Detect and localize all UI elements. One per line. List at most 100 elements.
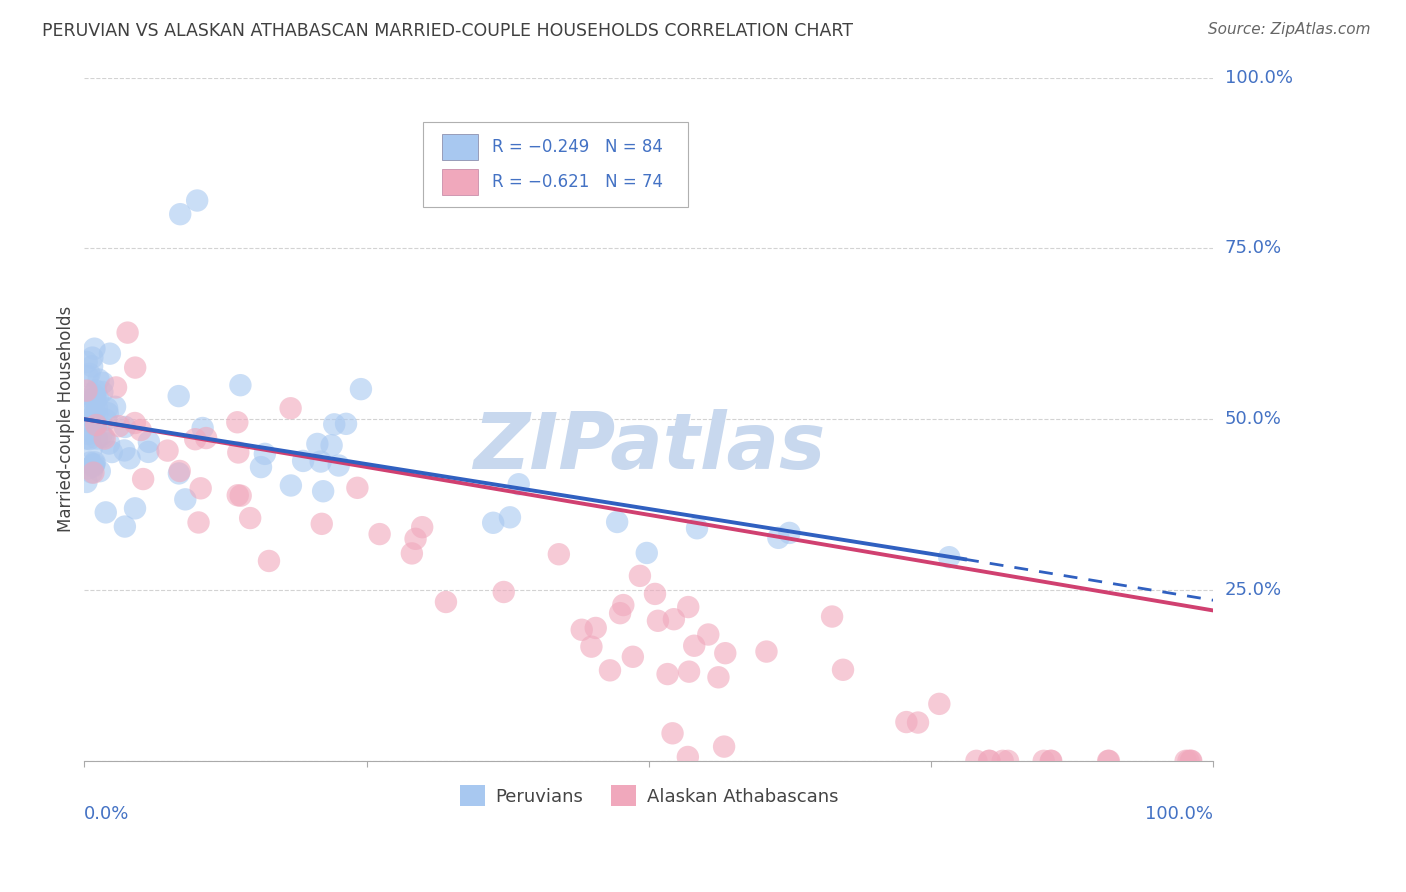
Point: [98, 436, 121, 450]
Point: [1180, 754, 1202, 768]
Point: [401, 546, 423, 560]
Point: [226, 488, 249, 502]
Point: [636, 546, 658, 560]
Point: [105, 380, 128, 394]
Point: [114, 519, 136, 533]
Point: [991, 754, 1014, 768]
Point: [86, 409, 108, 423]
Point: [124, 501, 146, 516]
Point: [76, 404, 98, 418]
Point: [346, 481, 368, 495]
Point: [190, 481, 212, 495]
Point: [83, 342, 105, 356]
Point: [93, 432, 115, 446]
Point: [307, 437, 329, 451]
Point: [79, 455, 101, 469]
Point: [1180, 754, 1202, 768]
Point: [280, 401, 302, 416]
Point: [184, 432, 207, 446]
Point: [101, 445, 124, 459]
Point: [628, 569, 651, 583]
Point: [79, 405, 101, 419]
Point: [226, 415, 249, 429]
Point: [821, 609, 844, 624]
Point: [778, 525, 800, 540]
Point: [79, 367, 101, 381]
Point: [896, 714, 918, 729]
Point: [311, 516, 333, 531]
Point: [79, 432, 101, 446]
Point: [124, 360, 146, 375]
Point: [965, 754, 987, 768]
Point: [977, 754, 1000, 768]
Point: [547, 547, 569, 561]
Point: [585, 621, 607, 635]
Point: [83, 387, 105, 401]
Point: [312, 484, 335, 499]
Point: [686, 521, 709, 535]
Point: [581, 640, 603, 654]
Point: [86, 432, 108, 446]
Point: [499, 510, 522, 524]
Point: [609, 606, 631, 620]
Point: [138, 434, 160, 449]
Text: Source: ZipAtlas.com: Source: ZipAtlas.com: [1208, 22, 1371, 37]
Point: [350, 382, 373, 396]
Point: [86, 391, 108, 405]
Point: [280, 478, 302, 492]
Point: [83, 457, 105, 471]
Point: [174, 492, 197, 507]
Text: PERUVIAN VS ALASKAN ATHABASCAN MARRIED-COUPLE HOUSEHOLDS CORRELATION CHART: PERUVIAN VS ALASKAN ATHABASCAN MARRIED-C…: [42, 22, 853, 40]
Point: [84, 417, 107, 432]
Point: [87, 372, 110, 386]
Point: [76, 475, 98, 489]
Point: [186, 194, 208, 208]
FancyBboxPatch shape: [443, 134, 478, 161]
Point: [80, 441, 103, 455]
Point: [229, 378, 252, 392]
Point: [76, 432, 98, 446]
Point: [98, 346, 121, 360]
Point: [657, 667, 679, 681]
Point: [76, 355, 98, 369]
Y-axis label: Married-couple Households: Married-couple Households: [58, 306, 75, 533]
Point: [683, 639, 706, 653]
Point: [755, 644, 778, 658]
Point: [434, 595, 457, 609]
Point: [77, 461, 100, 475]
Point: [662, 612, 685, 626]
Point: [77, 426, 100, 441]
Point: [82, 459, 104, 474]
Point: [97, 406, 120, 420]
Point: [257, 554, 280, 568]
Point: [187, 516, 209, 530]
Point: [250, 460, 273, 475]
Point: [676, 750, 699, 764]
Text: R = −0.249   N = 84: R = −0.249 N = 84: [492, 138, 662, 156]
Point: [253, 447, 276, 461]
Point: [84, 418, 107, 433]
Point: [832, 663, 855, 677]
Text: 0.0%: 0.0%: [84, 805, 129, 823]
Point: [979, 754, 1001, 768]
Point: [136, 445, 159, 459]
Point: [678, 665, 700, 679]
Point: [571, 623, 593, 637]
Text: 100.0%: 100.0%: [1225, 69, 1292, 87]
Text: 75.0%: 75.0%: [1225, 239, 1282, 258]
Point: [1174, 754, 1197, 768]
Point: [997, 754, 1019, 768]
Point: [96, 401, 118, 416]
Point: [1098, 754, 1121, 768]
Text: R = −0.621   N = 74: R = −0.621 N = 74: [492, 173, 662, 191]
Point: [606, 515, 628, 529]
Point: [482, 516, 505, 530]
Point: [768, 531, 790, 545]
Point: [707, 670, 730, 684]
Point: [94, 505, 117, 519]
Point: [124, 416, 146, 430]
Point: [612, 598, 634, 612]
Point: [1177, 754, 1199, 768]
Point: [129, 423, 152, 437]
Point: [84, 417, 107, 432]
